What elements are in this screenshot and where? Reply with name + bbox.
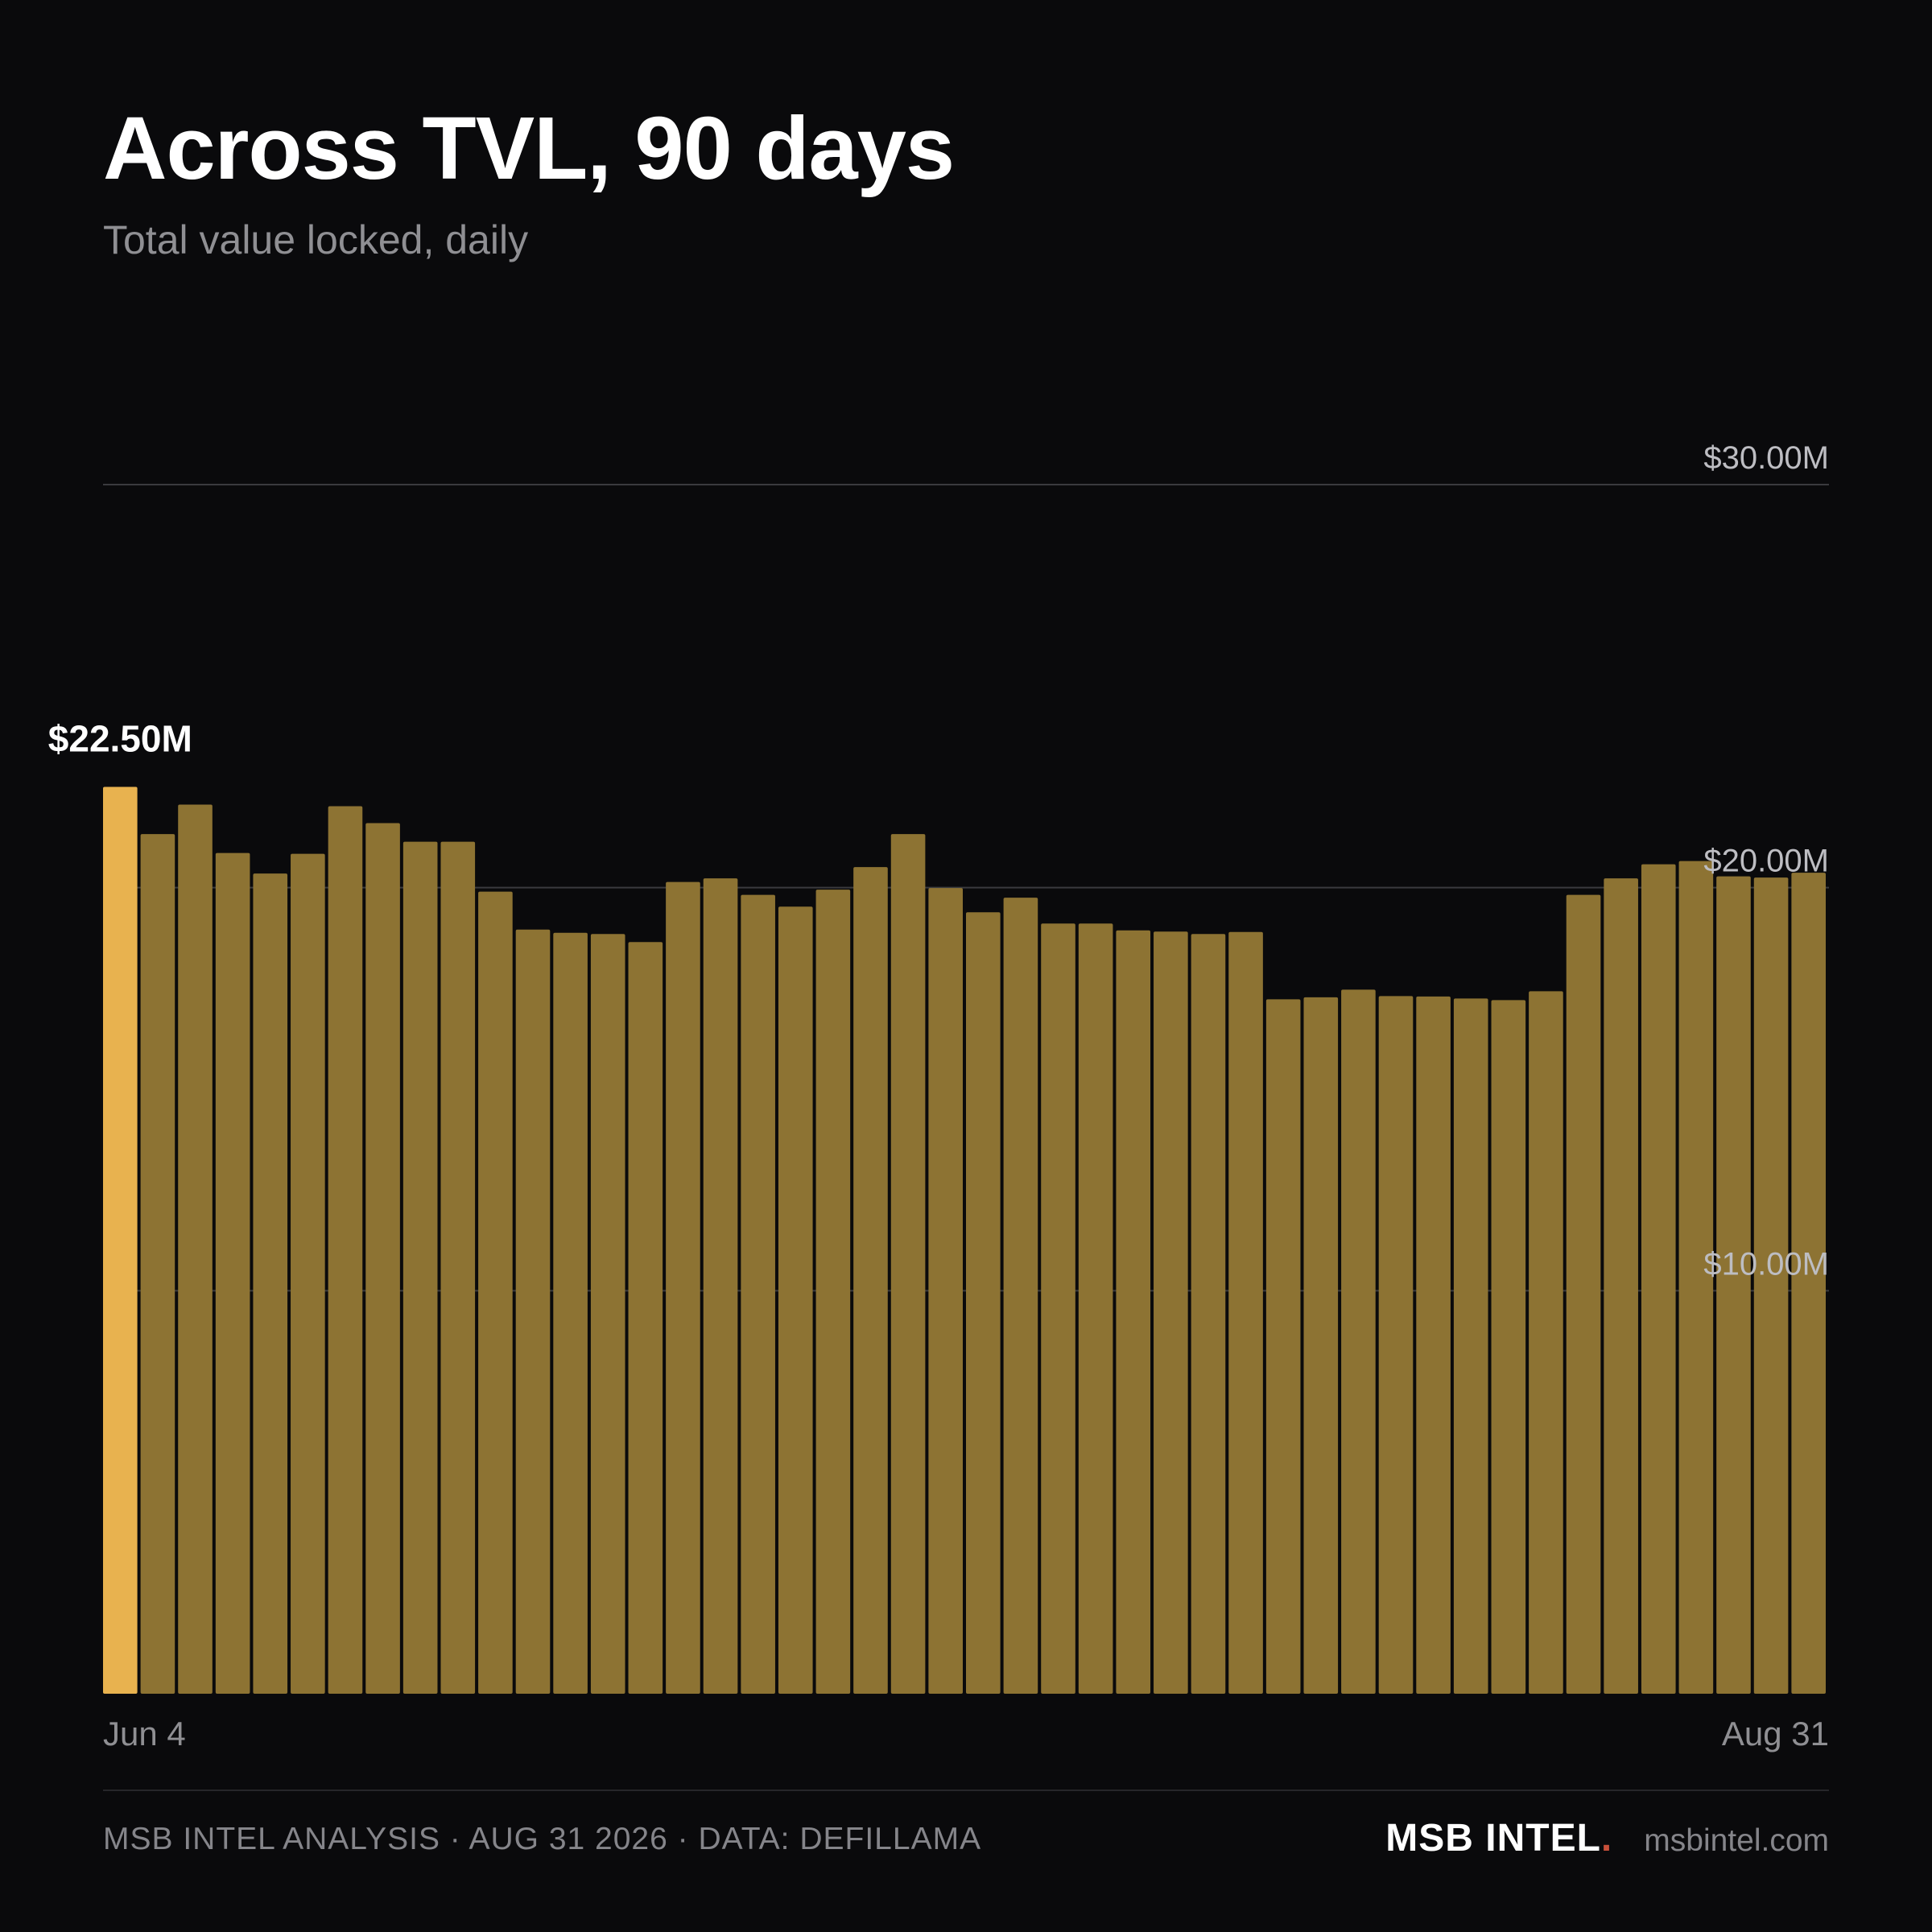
bar	[703, 878, 738, 1694]
bar	[1378, 996, 1414, 1694]
bar	[1003, 898, 1038, 1694]
bar	[966, 912, 1001, 1694]
bar	[178, 804, 213, 1694]
highlight-value-label: $22.50M	[48, 718, 192, 760]
bar	[1641, 864, 1676, 1694]
bar	[1753, 877, 1789, 1694]
bar	[1341, 989, 1376, 1694]
bar	[291, 853, 325, 1694]
chart-title: Across TVL, 90 days	[103, 99, 955, 198]
brand-logo-dot: .	[1600, 1817, 1612, 1860]
bar	[1604, 878, 1638, 1694]
bar	[741, 894, 775, 1694]
bar	[1041, 923, 1075, 1694]
bar	[1116, 930, 1151, 1694]
bar	[1529, 991, 1563, 1694]
bar	[1303, 997, 1339, 1694]
y-tick-label: $30.00M	[1703, 440, 1829, 476]
bar	[253, 873, 288, 1694]
bar	[1491, 1000, 1526, 1694]
bar	[590, 934, 625, 1694]
bar	[365, 823, 400, 1694]
bar	[1078, 923, 1113, 1694]
brand-logo-text: MSB INTEL	[1385, 1817, 1601, 1860]
bar	[440, 841, 476, 1694]
bar	[778, 906, 813, 1694]
bar	[1191, 934, 1226, 1694]
bar-highlight	[103, 786, 138, 1694]
chart-subtitle: Total value locked, daily	[103, 217, 529, 262]
bar	[553, 932, 588, 1694]
bar	[1228, 931, 1263, 1694]
bar	[890, 834, 926, 1694]
bar	[515, 929, 551, 1694]
bar	[666, 881, 700, 1694]
bar	[853, 867, 888, 1694]
bar	[215, 852, 250, 1694]
bar	[328, 806, 363, 1694]
footer-credit: MSB INTEL ANALYSIS · AUG 31 2026 · DATA:…	[103, 1822, 982, 1856]
y-tick-label: $20.00M	[1703, 844, 1829, 879]
footer-divider	[103, 1790, 1829, 1791]
bar	[478, 891, 513, 1694]
bar	[628, 942, 663, 1694]
bar	[1566, 894, 1601, 1694]
bar	[402, 841, 438, 1694]
bar	[1453, 998, 1488, 1694]
bar	[1416, 996, 1451, 1694]
bar	[1154, 931, 1188, 1694]
bar	[1716, 876, 1751, 1694]
brand-domain-link[interactable]: msbintel.com	[1644, 1823, 1829, 1858]
bar	[1265, 999, 1301, 1694]
y-tick-label: $10.00M	[1703, 1246, 1829, 1282]
bar	[815, 890, 851, 1694]
bar	[140, 834, 175, 1694]
bar	[1678, 861, 1714, 1694]
bar	[1791, 873, 1826, 1694]
x-axis-start-label: Jun 4	[103, 1715, 186, 1752]
footer-brand-block: MSB INTEL. msbintel.com	[1385, 1813, 1829, 1873]
x-axis-end-label: Aug 31	[1722, 1715, 1829, 1752]
bar	[928, 888, 963, 1694]
